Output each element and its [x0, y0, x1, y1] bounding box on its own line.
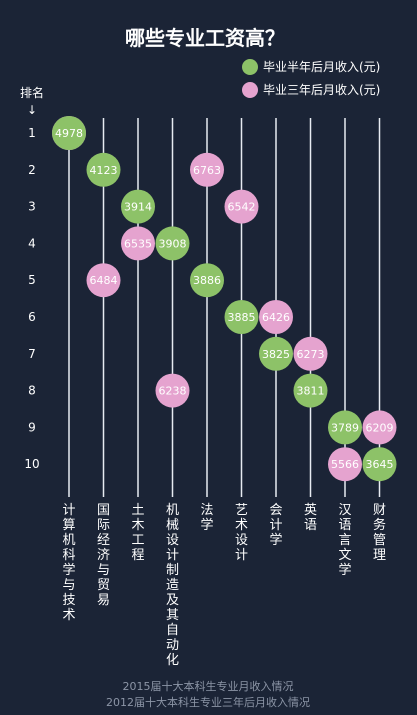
bubble-circle [328, 410, 362, 445]
rank-ticks: 1 2 3 4 5 6 7 8 9 10 [24, 126, 39, 471]
bubble-value: 6484 [90, 274, 118, 287]
bubble-half-year: 3825 [259, 336, 293, 371]
category-label: 法学 [200, 503, 213, 533]
bubble-value: 3886 [193, 274, 221, 287]
bubble-circle [362, 447, 397, 482]
legend: 毕业半年后月收入(元) 毕业三年后月收入(元) [242, 59, 380, 98]
rank-tick: 1 [28, 126, 36, 140]
bubble-half-year: 4978 [52, 116, 86, 150]
bubble-value: 6542 [228, 201, 256, 214]
bubble-circle [259, 336, 293, 371]
bubble-circle [86, 263, 121, 298]
rank-tick: 3 [28, 200, 36, 214]
legend-label-half-year: 毕业半年后月收入(元) [263, 60, 380, 74]
bubble-circle [121, 189, 155, 224]
bubble-value: 4978 [55, 127, 83, 140]
bubble-circle [224, 300, 259, 334]
bubble-value: 3908 [159, 237, 187, 250]
bubble-value: 6273 [297, 348, 325, 361]
bubble-value: 6209 [366, 421, 394, 434]
bubble-value: 3811 [297, 385, 325, 398]
chart-title: 哪些专业工资高？ [125, 26, 285, 50]
bubble-value: 6426 [262, 311, 290, 324]
bubble-value: 3825 [262, 348, 290, 361]
category-label: 计算机科学与技术 [62, 503, 75, 623]
legend-label-three-year: 毕业三年后月收入(元) [263, 83, 380, 97]
bubble-circle [52, 116, 86, 150]
bubble-circle [155, 226, 190, 261]
bubble-value: 4123 [90, 164, 118, 177]
bubble-value: 5566 [331, 458, 359, 471]
category-label: 机械设计制造及其自动化 [166, 503, 179, 668]
rank-axis-label: 排名 [20, 85, 44, 100]
bubble-circle [86, 152, 121, 187]
rank-tick: 2 [28, 163, 36, 177]
legend-marker-three-year [242, 82, 258, 98]
bubble-value: 6238 [159, 385, 187, 398]
bubbles: 7932648465356238676365426426627355666209… [52, 116, 397, 482]
bubble-three-year: 5566 [328, 447, 362, 482]
bubble-value: 3914 [124, 201, 152, 214]
bubble-half-year: 3645 [362, 447, 397, 482]
bubble-circle [328, 447, 362, 482]
rank-tick: 4 [28, 236, 36, 250]
bubble-circle [362, 410, 397, 445]
category-label: 英语 [304, 503, 317, 533]
rank-axis-arrow: ↓ [27, 103, 37, 117]
bubble-three-year: 6238 [155, 373, 190, 408]
bubble-circle [190, 263, 224, 298]
bubble-value: 3789 [331, 421, 359, 434]
bubble-three-year: 6542 [224, 189, 259, 224]
legend-marker-half-year [242, 59, 258, 75]
bubble-half-year: 4123 [86, 152, 121, 187]
bubble-half-year: 3908 [155, 226, 190, 261]
bubble-value: 3885 [228, 311, 256, 324]
bubble-circle [293, 336, 328, 371]
rank-tick: 7 [28, 347, 36, 361]
bubble-three-year: 6426 [259, 300, 293, 334]
bubble-circle [293, 373, 328, 408]
bubble-three-year: 6484 [86, 263, 121, 298]
rank-tick: 5 [28, 273, 36, 287]
bubble-three-year: 6273 [293, 336, 328, 371]
footnote-2: 2012届十大本科生专业三年后月收入情况 [106, 695, 310, 709]
bubble-half-year: 3914 [121, 189, 155, 224]
bubble-circle [155, 373, 190, 408]
bubble-three-year: 6535 [121, 226, 155, 261]
bubble-value: 3645 [366, 458, 394, 471]
category-label: 国际经济与贸易 [97, 503, 110, 608]
bubble-half-year: 3811 [293, 373, 328, 408]
bubble-half-year: 3789 [328, 410, 362, 445]
bubble-circle [224, 189, 259, 224]
rank-tick: 9 [28, 420, 36, 434]
category-label: 汉语言文学 [338, 503, 351, 578]
category-labels: 计算机科学与技术 国际经济与贸易 土木工程 机械设计制造及其自动化 法学 艺术设计 会计学 英… [62, 503, 386, 668]
rank-tick: 8 [28, 384, 36, 398]
bubble-circle [259, 300, 293, 334]
category-label: 会计学 [269, 503, 282, 548]
category-label: 财务管理 [373, 503, 386, 563]
bubble-value: 6535 [124, 237, 152, 250]
rank-tick: 10 [24, 457, 39, 471]
bubble-circle [121, 226, 155, 261]
bubble-half-year: 3886 [190, 263, 224, 298]
category-label: 土木工程 [131, 503, 144, 563]
category-label: 艺术设计 [235, 503, 248, 563]
bubble-three-year: 6209 [362, 410, 397, 445]
footnote-1: 2015届十大本科生专业月收入情况 [123, 679, 294, 693]
bubble-value: 6763 [193, 164, 221, 177]
bubble-three-year: 6763 [190, 152, 224, 187]
rank-tick: 6 [28, 310, 36, 324]
bubble-circle [190, 152, 224, 187]
bubble-half-year: 3885 [224, 300, 259, 334]
